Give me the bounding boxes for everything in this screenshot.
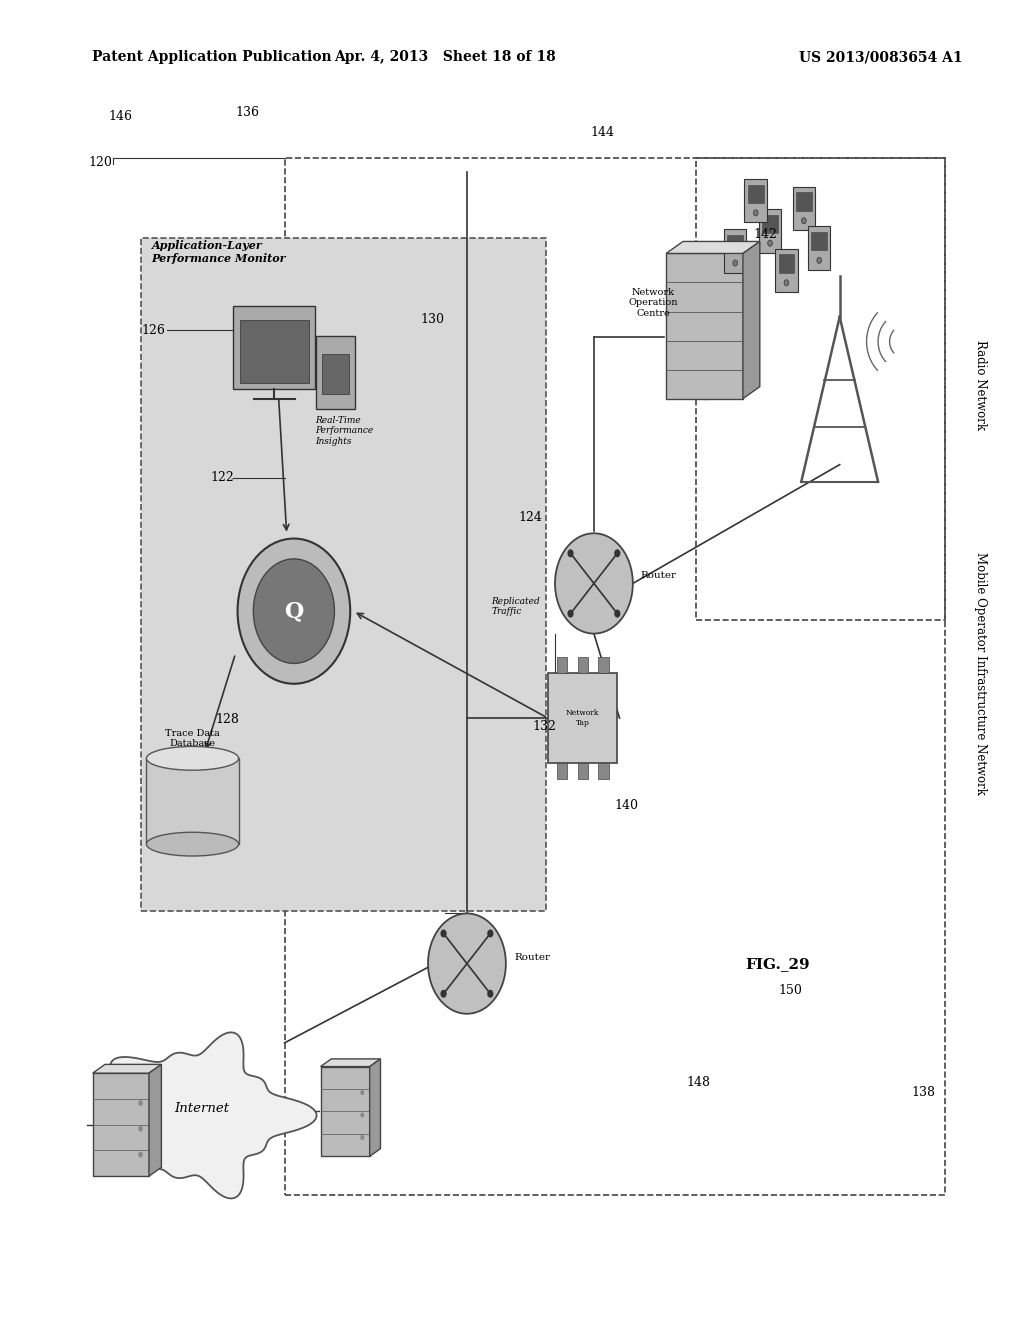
Text: 124: 124 (518, 511, 543, 524)
Bar (548, 673, 617, 763)
Text: Application-Layer
Performance Monitor: Application-Layer Performance Monitor (152, 240, 286, 264)
Circle shape (768, 240, 772, 247)
Text: Router: Router (640, 572, 676, 579)
Text: 140: 140 (614, 799, 639, 812)
Polygon shape (150, 1064, 162, 1176)
Text: 138: 138 (911, 1086, 936, 1100)
Text: 136: 136 (236, 106, 260, 119)
Bar (578, 657, 588, 673)
Bar (92, 1073, 150, 1176)
Bar (696, 158, 945, 620)
Bar (778, 255, 795, 273)
Text: 148: 148 (686, 1076, 711, 1089)
Text: Real-Time
Performance
Insights: Real-Time Performance Insights (315, 416, 374, 446)
Circle shape (487, 929, 494, 937)
Polygon shape (92, 1064, 162, 1073)
Bar (775, 248, 798, 292)
Text: 144: 144 (590, 125, 614, 139)
Text: FIG._29: FIG._29 (745, 957, 810, 970)
Circle shape (567, 610, 573, 618)
Bar (793, 186, 815, 230)
Circle shape (138, 1100, 142, 1106)
Bar (744, 180, 767, 223)
Circle shape (138, 1151, 142, 1158)
Bar (146, 758, 239, 845)
Text: Patent Application Publication: Patent Application Publication (92, 50, 332, 65)
Circle shape (567, 549, 573, 557)
Bar (316, 335, 355, 409)
Polygon shape (666, 242, 760, 253)
Text: Internet: Internet (174, 1102, 229, 1115)
Bar (233, 306, 315, 389)
Text: Trace Data
Database: Trace Data Database (165, 729, 220, 748)
Ellipse shape (146, 832, 239, 855)
Bar (578, 763, 588, 779)
Circle shape (360, 1113, 365, 1118)
Circle shape (614, 549, 621, 557)
Bar (808, 226, 830, 269)
Bar (811, 232, 827, 251)
Polygon shape (370, 1059, 381, 1156)
Bar (285, 158, 945, 1195)
Bar (748, 185, 764, 203)
Text: Radio Network: Radio Network (975, 341, 987, 430)
Bar (759, 209, 781, 253)
Circle shape (754, 210, 758, 216)
Bar (321, 1067, 370, 1156)
Ellipse shape (146, 747, 239, 771)
Bar (598, 657, 608, 673)
Text: 150: 150 (778, 983, 803, 997)
Polygon shape (111, 1032, 316, 1199)
Circle shape (802, 218, 806, 224)
Text: 120: 120 (88, 156, 113, 169)
Text: Q: Q (285, 601, 303, 622)
Circle shape (784, 280, 788, 286)
Circle shape (440, 990, 446, 998)
Text: Mobile Operator Infrastructure Network: Mobile Operator Infrastructure Network (975, 552, 987, 795)
Bar (724, 230, 746, 272)
Text: 142: 142 (753, 228, 777, 242)
Circle shape (487, 990, 494, 998)
Circle shape (238, 539, 350, 684)
Text: 122: 122 (210, 471, 234, 484)
Circle shape (138, 1126, 142, 1131)
Bar (557, 657, 567, 673)
Circle shape (360, 1135, 365, 1140)
Circle shape (817, 257, 821, 264)
Text: Apr. 4, 2013   Sheet 18 of 18: Apr. 4, 2013 Sheet 18 of 18 (335, 50, 556, 65)
Circle shape (614, 610, 621, 618)
Bar (727, 235, 743, 253)
Polygon shape (321, 1059, 381, 1067)
Bar (598, 763, 608, 779)
Bar (141, 238, 546, 911)
Text: Network
Tap: Network Tap (566, 709, 599, 727)
Text: Replicated
Traffic: Replicated Traffic (492, 597, 541, 616)
Text: 130: 130 (420, 313, 444, 326)
Bar (762, 215, 778, 234)
Bar (240, 321, 309, 383)
Text: Router: Router (514, 953, 550, 961)
Polygon shape (742, 242, 760, 399)
Circle shape (428, 913, 506, 1014)
Circle shape (555, 533, 633, 634)
Bar (666, 253, 742, 399)
Text: Network
Operation
Centre: Network Operation Centre (629, 288, 678, 318)
Circle shape (440, 929, 446, 937)
Text: 128: 128 (215, 713, 240, 726)
Circle shape (733, 260, 737, 267)
Bar (796, 193, 812, 211)
Bar (323, 354, 349, 393)
Text: 126: 126 (141, 323, 166, 337)
Text: 132: 132 (532, 719, 557, 733)
Text: 146: 146 (109, 110, 133, 123)
Text: US 2013/0083654 A1: US 2013/0083654 A1 (799, 50, 963, 65)
Bar (557, 763, 567, 779)
Circle shape (360, 1090, 365, 1096)
Circle shape (253, 558, 335, 664)
